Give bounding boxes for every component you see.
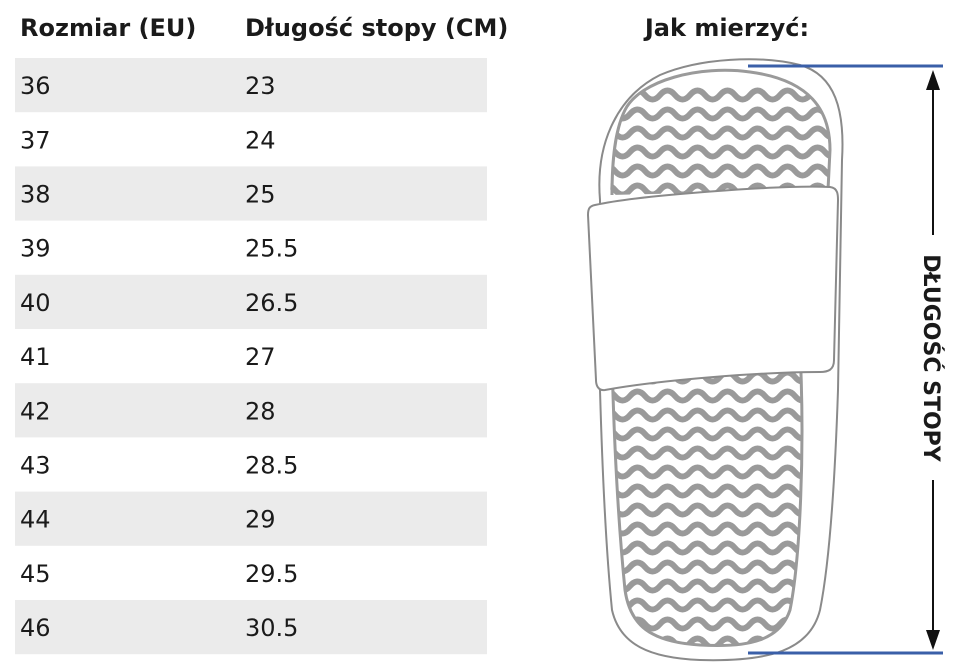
column-header: Długość stopy (CM)	[245, 14, 508, 42]
table-cell: 29.5	[245, 560, 298, 588]
table-cell: 30.5	[245, 614, 298, 642]
wave	[610, 106, 830, 122]
wave	[610, 540, 830, 556]
table-cell: 28	[245, 397, 276, 425]
table-cell: 25.5	[245, 235, 298, 263]
illustration-title: Jak mierzyć:	[643, 14, 809, 42]
table-cell: 24	[245, 126, 276, 154]
wave	[610, 597, 830, 613]
table-cell: 26.5	[245, 289, 298, 317]
table-cell: 23	[245, 72, 276, 100]
slipper-illustration	[586, 58, 844, 662]
table-cell: 38	[20, 181, 51, 209]
wave	[610, 407, 830, 423]
measure-label: DŁUGOŚĆ STOPY	[918, 254, 944, 463]
wave	[610, 559, 830, 575]
wave	[610, 163, 830, 179]
wave	[610, 521, 830, 537]
row-background	[15, 274, 487, 329]
wave	[610, 578, 830, 594]
table-cell: 37	[20, 126, 51, 154]
sole-outline	[598, 58, 844, 662]
wave	[610, 388, 830, 404]
table-cell: 40	[20, 289, 51, 317]
row-background	[15, 166, 487, 221]
wave	[610, 483, 830, 499]
row-background	[15, 600, 487, 655]
table-cell: 36	[20, 72, 51, 100]
table-cell: 29	[245, 506, 276, 534]
table-cell: 41	[20, 343, 51, 371]
wave	[610, 502, 830, 518]
wave	[610, 426, 830, 442]
table-cell: 44	[20, 506, 51, 534]
row-background	[15, 58, 487, 113]
table-cell: 25	[245, 181, 276, 209]
table-cell: 39	[20, 235, 51, 263]
row-background	[15, 491, 487, 546]
size-table: Rozmiar (EU) Długość stopy (CM) 36 23 37 24 38…	[15, 14, 508, 655]
column-header: Rozmiar (EU)	[20, 14, 196, 42]
table-cell: 27	[245, 343, 276, 371]
table-cell: 28.5	[245, 452, 298, 480]
row-background	[15, 383, 487, 438]
wave	[610, 464, 830, 480]
table-cell: 45	[20, 560, 51, 588]
wave	[610, 125, 830, 141]
wave	[610, 144, 830, 160]
table-cell: 43	[20, 452, 51, 480]
strap	[586, 185, 840, 392]
wave	[610, 445, 830, 461]
table-cell: 46	[20, 614, 51, 642]
table-cell: 42	[20, 397, 51, 425]
